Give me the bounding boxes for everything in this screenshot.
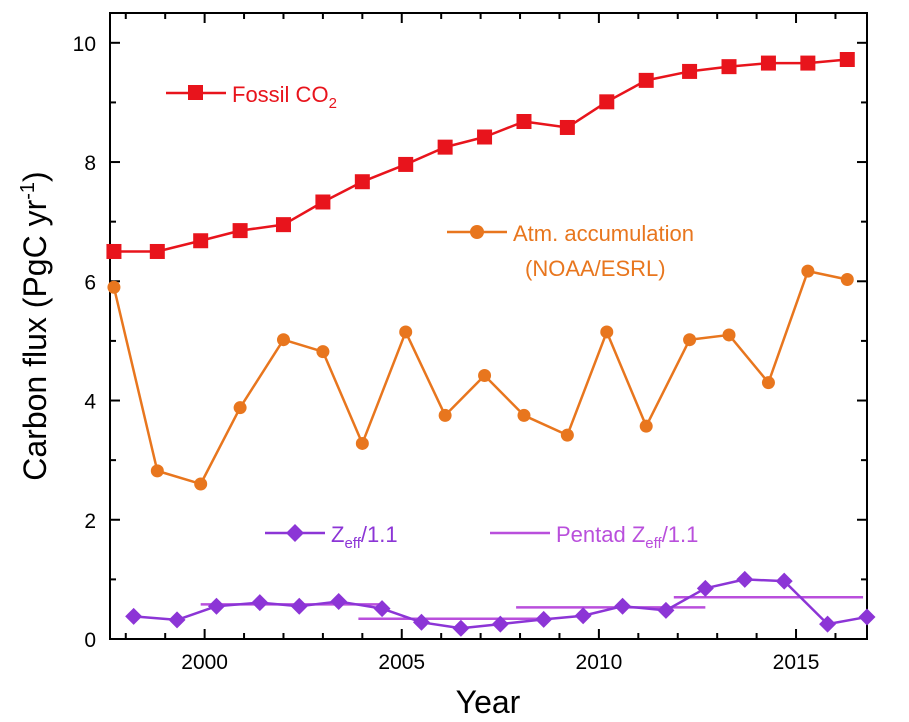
data-point <box>276 333 290 347</box>
data-point <box>840 272 854 286</box>
data-point <box>150 464 164 478</box>
data-point <box>290 597 308 615</box>
legend-fossil-subscript: 2 <box>329 95 337 112</box>
data-point <box>516 114 532 130</box>
data-point <box>517 408 531 422</box>
legend-atm-accumulation: Atm. accumulation (NOAA/ESRL) <box>447 221 694 281</box>
y-tick-label: 2 <box>84 510 96 533</box>
legend-atm-label-line2: (NOAA/ESRL) <box>525 256 666 281</box>
data-point <box>251 594 269 612</box>
legend-zeff-subscript: eff <box>344 535 361 552</box>
data-point <box>399 325 413 339</box>
data-point <box>315 194 331 210</box>
data-point <box>696 579 714 597</box>
y-axis-title-superscript: -1 <box>17 182 39 200</box>
data-point <box>657 601 675 619</box>
x-tick-label: 2000 <box>181 651 228 674</box>
x-tick-label: 2015 <box>773 651 820 674</box>
series-atm-accumulation <box>107 264 854 491</box>
legend-zeff-diamond-marker <box>286 524 304 542</box>
data-point <box>819 615 837 633</box>
data-point <box>722 328 736 342</box>
y-tick-label: 4 <box>84 391 96 414</box>
data-point <box>207 597 225 615</box>
data-point <box>452 619 470 637</box>
data-point <box>373 600 391 618</box>
legend-fossil-label: Fossil CO2 <box>232 82 337 112</box>
y-tick-label: 6 <box>84 271 96 294</box>
legend-atm-circle-marker <box>470 225 484 239</box>
data-point <box>839 52 855 68</box>
data-point <box>639 419 653 433</box>
data-point <box>638 72 654 88</box>
data-point <box>232 223 248 239</box>
data-point <box>801 264 815 278</box>
data-point <box>354 174 370 190</box>
data-point <box>736 570 754 588</box>
axis-ticks: 2000 2005 2010 2015 0 2 4 6 8 10 <box>73 13 867 674</box>
data-point <box>491 615 509 633</box>
data-point <box>412 613 430 631</box>
data-point <box>438 408 452 422</box>
data-point <box>149 243 165 259</box>
data-point <box>316 345 330 359</box>
data-point <box>233 401 247 415</box>
data-point <box>330 592 348 610</box>
data-point <box>682 63 698 79</box>
data-point <box>761 376 775 390</box>
data-point <box>599 94 615 110</box>
y-axis-title: Carbon flux (PgC yr-1) <box>17 171 53 480</box>
legend-zeff: Zeff/1.1 <box>265 522 398 552</box>
legend-fossil-square-marker <box>188 85 203 100</box>
data-point <box>574 607 592 625</box>
data-point <box>559 119 575 135</box>
data-point <box>760 55 776 71</box>
legend-zeff-label: Zeff/1.1 <box>331 522 398 552</box>
legend-atm-label-line1: Atm. accumulation <box>513 221 694 246</box>
series-fossil-co2 <box>106 52 855 259</box>
data-point <box>858 608 876 626</box>
legend-pentad-label: Pentad Zeff/1.1 <box>556 522 698 552</box>
data-point <box>194 477 208 491</box>
y-tick-label: 10 <box>73 33 96 56</box>
data-point <box>107 280 121 294</box>
data-point <box>614 597 632 615</box>
series-zeff <box>125 570 876 637</box>
legend-pentad-subscript: eff <box>645 535 662 552</box>
data-point <box>535 610 553 628</box>
y-tick-label: 8 <box>84 152 96 175</box>
data-point <box>800 55 816 71</box>
data-point <box>478 368 492 382</box>
data-point <box>355 436 369 450</box>
data-point <box>721 59 737 75</box>
data-point <box>560 428 574 442</box>
series-line <box>113 58 848 253</box>
legend-pentad-zeff: Pentad Zeff/1.1 <box>490 522 698 552</box>
data-point <box>600 325 614 339</box>
data-point <box>275 217 291 233</box>
plot-frame <box>109 12 868 640</box>
data-series <box>106 52 876 637</box>
data-point <box>193 233 209 249</box>
x-tick-label: 2010 <box>576 651 623 674</box>
data-point <box>477 129 493 145</box>
legend-fossil-co2: Fossil CO2 <box>166 82 337 112</box>
data-point <box>398 156 414 172</box>
y-tick-label: 0 <box>84 629 96 652</box>
data-point <box>168 611 186 629</box>
x-tick-label: 2005 <box>378 651 425 674</box>
data-point <box>683 333 697 347</box>
data-point <box>125 607 143 625</box>
data-point <box>775 572 793 590</box>
data-point <box>106 243 122 259</box>
x-axis-title: Year <box>456 684 521 720</box>
data-point <box>437 139 453 155</box>
